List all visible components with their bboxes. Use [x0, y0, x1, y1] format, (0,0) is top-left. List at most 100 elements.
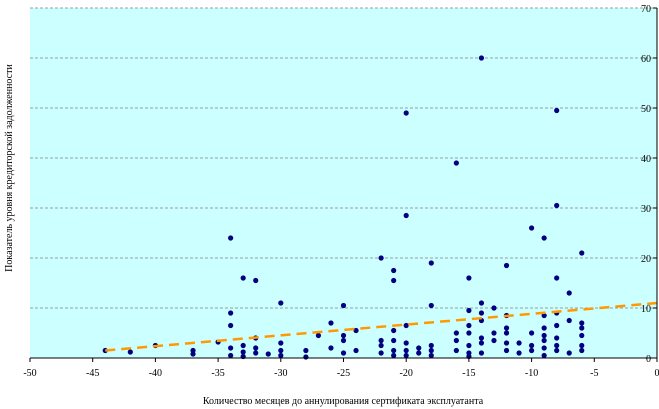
x-tick-label: -25: [337, 368, 350, 379]
x-tick-label: -15: [462, 368, 475, 379]
data-point: [315, 332, 322, 339]
data-point: [529, 225, 535, 231]
x-tick-label: -20: [400, 368, 413, 379]
data-point: [416, 345, 422, 351]
y-tick-label: 60: [641, 54, 651, 65]
data-point: [541, 337, 547, 344]
data-point: [228, 345, 234, 351]
data-point: [378, 350, 384, 356]
x-axis-ticks: -50 -45 -40 -35 -30 -25 -20 -15 -10 -5 0: [23, 358, 659, 379]
data-point: [453, 330, 459, 336]
data-point: [278, 347, 284, 354]
data-point: [566, 317, 572, 324]
data-point: [403, 352, 409, 359]
data-point: [554, 347, 560, 354]
data-point: [340, 337, 347, 344]
data-point: [478, 55, 485, 61]
plot-area: [30, 8, 657, 358]
data-point: [391, 347, 397, 354]
data-point: [428, 352, 434, 359]
data-point: [328, 345, 334, 351]
data-point: [453, 160, 459, 166]
y-tick-label: 10: [641, 304, 651, 315]
x-tick-label: 0: [655, 368, 659, 379]
data-point: [328, 320, 334, 326]
data-point: [228, 352, 234, 359]
data-point: [127, 349, 133, 355]
data-point: [428, 260, 434, 266]
data-point: [391, 267, 397, 274]
data-point: [340, 350, 347, 356]
x-tick-label: -40: [149, 368, 162, 379]
data-point: [554, 335, 560, 341]
data-point: [466, 342, 472, 349]
data-point: [554, 322, 560, 329]
y-tick-label: 50: [641, 104, 651, 115]
data-point: [503, 262, 510, 269]
gridlines: [30, 7, 657, 309]
data-point: [240, 342, 246, 349]
x-tick-label: -35: [211, 368, 224, 379]
data-point: [478, 350, 485, 356]
data-point: [228, 235, 234, 241]
data-point: [466, 307, 472, 314]
data-point: [428, 302, 434, 309]
data-point: [278, 300, 284, 306]
data-point: [516, 350, 522, 356]
data-point: [428, 347, 434, 354]
data-point: [466, 330, 472, 336]
data-point: [478, 310, 485, 316]
x-tick-label: -50: [23, 368, 36, 379]
data-point: [353, 347, 359, 354]
data-point: [403, 212, 409, 219]
data-point: [378, 342, 384, 349]
data-point: [491, 337, 497, 344]
data-point: [541, 352, 547, 359]
data-point: [554, 107, 560, 114]
x-tick-label: -10: [525, 368, 538, 379]
data-point: [554, 202, 560, 209]
data-point: [554, 275, 560, 281]
x-axis-title: Количество месяцев до аннулирования серт…: [203, 396, 484, 407]
data-point: [554, 342, 560, 349]
data-point: [529, 330, 535, 336]
data-point: [391, 327, 397, 334]
data-point: [541, 332, 547, 339]
data-point: [278, 340, 284, 346]
data-point: [403, 322, 409, 329]
data-point: [228, 322, 234, 329]
data-point: [240, 275, 246, 281]
x-tick-label: -5: [590, 368, 598, 379]
data-point: [378, 337, 384, 344]
data-point: [253, 277, 259, 284]
y-axis-title: Показатель уровня кредиторской задолженн…: [4, 64, 15, 272]
data-point: [391, 277, 397, 284]
data-point: [478, 340, 485, 346]
data-point: [503, 325, 510, 331]
data-point: [340, 332, 347, 339]
data-point: [453, 347, 459, 354]
y-tick-label: 40: [641, 154, 651, 165]
x-tick-label: -30: [274, 368, 287, 379]
data-point: [466, 322, 472, 329]
data-point: [466, 275, 472, 281]
data-point: [529, 347, 535, 354]
y-axis-ticks: 0 10 20 30 40 50 60 70: [641, 4, 657, 365]
data-point: [541, 325, 547, 331]
data-point: [240, 349, 246, 355]
data-point: [516, 340, 522, 346]
data-point: [566, 350, 572, 356]
data-point: [353, 327, 359, 334]
data-point: [503, 330, 510, 336]
data-point: [340, 302, 347, 309]
data-point: [529, 342, 535, 349]
data-point: [579, 347, 585, 354]
x-tick-label: -45: [86, 368, 99, 379]
data-point: [579, 250, 585, 256]
data-point: [190, 351, 196, 357]
data-point: [253, 350, 259, 356]
data-point: [503, 340, 510, 346]
data-point: [541, 312, 547, 319]
data-point: [566, 290, 572, 296]
